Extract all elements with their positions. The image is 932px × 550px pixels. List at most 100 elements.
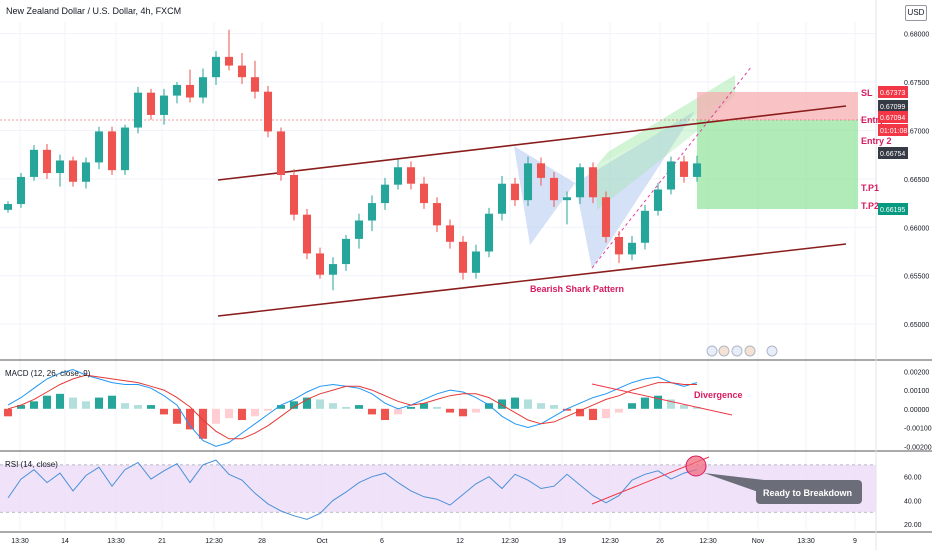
- candle-body: [16, 176, 26, 205]
- candle-body: [94, 131, 104, 163]
- macd-histogram-bar: [250, 408, 260, 417]
- time-tick-label: 12:30: [501, 538, 519, 545]
- macd-histogram-bar: [419, 403, 429, 409]
- price-tag: [878, 111, 908, 123]
- macd-histogram-bar: [146, 405, 156, 409]
- currency-button[interactable]: USD: [905, 5, 927, 21]
- economic-events-icons[interactable]: [706, 345, 778, 357]
- macd-histogram-bar: [68, 397, 78, 409]
- candle-body: [198, 77, 208, 98]
- time-tick-label: 14: [61, 538, 69, 545]
- event-icon: [744, 345, 756, 357]
- macd-histogram-bar: [549, 405, 559, 409]
- candle-body: [406, 167, 416, 184]
- candle-body: [42, 149, 52, 174]
- channel-upper-line: [217, 105, 847, 181]
- drawings: [0, 65, 876, 317]
- macd-tick-label: 0.00100: [904, 388, 929, 395]
- macd-histogram-bar: [211, 408, 221, 424]
- event-icon: [731, 345, 743, 357]
- candle-body: [393, 167, 403, 185]
- price-tag-label: 01:01:08: [880, 128, 907, 135]
- macd-histogram-bar: [601, 408, 611, 419]
- macd-histogram-bar: [679, 405, 689, 409]
- candle-body: [458, 241, 468, 273]
- macd-histogram-bar: [445, 408, 455, 413]
- candle-body: [185, 84, 195, 98]
- candle-body: [224, 56, 234, 66]
- price-axis: 0.68000 0.67500 0.67000 0.66500 0.66000 0.655…: [878, 32, 932, 529]
- stop-loss-zone: [697, 92, 858, 120]
- macd-histogram-bar: [107, 395, 117, 409]
- macd-tick-label: -0.00200: [904, 444, 932, 451]
- candle-body: [562, 197, 572, 201]
- pattern-label: Bearish Shark Pattern: [530, 284, 624, 294]
- time-tick-label: 12:30: [601, 538, 619, 545]
- price-tick-label: 0.68000: [904, 32, 929, 39]
- macd-histogram-bar: [94, 397, 104, 409]
- price-tag-label: 0.67099: [880, 104, 905, 111]
- macd-histogram-bar: [523, 399, 533, 409]
- macd-histogram-bar: [341, 406, 351, 409]
- event-icon: [718, 345, 730, 357]
- candle-body: [237, 65, 247, 78]
- time-tick-label: 19: [558, 538, 566, 545]
- channel-lower-line: [217, 243, 847, 317]
- candle-body: [289, 174, 299, 215]
- macd-line: [7, 368, 698, 447]
- candle-body: [211, 56, 221, 78]
- candle-body: [588, 167, 598, 198]
- macd-histogram-bar: [3, 408, 13, 417]
- macd-histogram-bar: [276, 405, 286, 409]
- macd-histogram-bar: [302, 397, 312, 409]
- sl-label: SL: [861, 88, 873, 98]
- time-tick-label: 12: [456, 538, 464, 545]
- macd-tick-label: 0.00000: [904, 407, 929, 414]
- candle-body: [29, 149, 39, 177]
- candle-body: [120, 127, 130, 171]
- candle-body: [666, 161, 676, 190]
- rsi-pane: [0, 459, 876, 520]
- macd-histogram-bar: [198, 408, 208, 439]
- macd-histogram-bar: [458, 408, 468, 417]
- rsi-tick-label: 40.00: [904, 498, 922, 505]
- macd-histogram-bar: [432, 406, 442, 409]
- divergence-line: [591, 383, 733, 416]
- macd-tick-label: -0.00100: [904, 426, 932, 433]
- macd-histogram-bar: [55, 393, 65, 409]
- time-tick-label: 26: [656, 538, 664, 545]
- macd-histogram-bar: [120, 403, 130, 409]
- macd-histogram-bar: [16, 405, 26, 409]
- candle-body: [315, 253, 325, 275]
- callout-box: [756, 480, 862, 504]
- candle-body: [549, 177, 559, 201]
- macd-histogram-bar: [289, 401, 299, 409]
- macd-histogram-bar: [354, 405, 364, 409]
- signal-line: [7, 374, 697, 440]
- macd-histogram-bar: [380, 408, 390, 421]
- time-tick-label: 13:30: [797, 538, 815, 545]
- candle-body: [432, 203, 442, 226]
- take-profit-zone: [697, 120, 858, 209]
- candle-body: [497, 183, 507, 214]
- time-tick-label: Nov: [752, 538, 765, 545]
- event-icon: [706, 345, 718, 357]
- time-tick-label: 6: [380, 538, 384, 545]
- candle-body: [276, 131, 286, 175]
- candle-body: [133, 92, 143, 128]
- rsi-breakdown-marker: [685, 455, 707, 477]
- macd-histogram-bar: [588, 408, 598, 421]
- macd-histogram-bar: [575, 408, 585, 417]
- price-tag-label: 0.67094: [880, 115, 905, 122]
- macd-histogram-bar: [692, 406, 702, 409]
- price-tag: [878, 147, 908, 159]
- candle-body: [692, 163, 702, 177]
- macd-histogram-bar: [328, 403, 338, 409]
- macd-histogram-bar: [484, 403, 494, 409]
- macd-histogram-bar: [510, 397, 520, 409]
- macd-histogram-bar: [133, 405, 143, 409]
- candle-body: [354, 220, 364, 239]
- macd-histogram-bar: [536, 403, 546, 409]
- candle-body: [81, 162, 91, 182]
